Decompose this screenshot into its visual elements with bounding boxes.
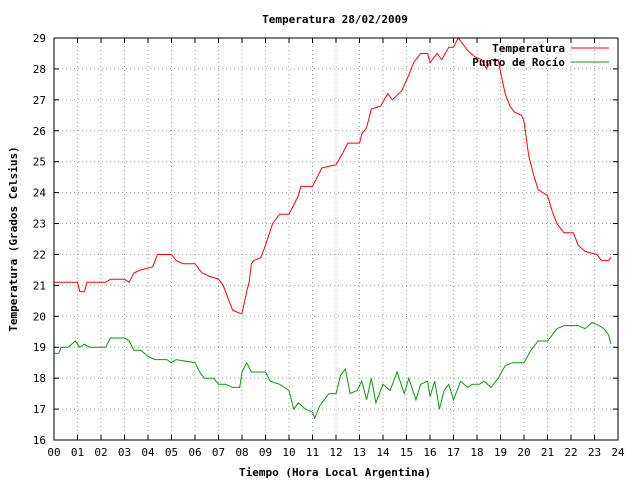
axis-ticks: 00 01 02 03 04 05 06 07 08 09 10 11 12 13 14 15 16 17 18 19… (33, 32, 625, 459)
x-tick-label: 18 (470, 446, 483, 459)
x-axis-label: Tiempo (Hora Local Argentina) (239, 466, 431, 479)
y-tick-label: 17 (33, 403, 46, 416)
x-tick-label: 00 (47, 446, 60, 459)
x-tick-label: 06 (188, 446, 201, 459)
x-tick-label: 03 (118, 446, 131, 459)
y-tick-label: 20 (33, 310, 46, 323)
x-tick-label: 10 (282, 446, 295, 459)
x-tick-label: 17 (447, 446, 460, 459)
chart-title: Temperatura 28/02/2009 (262, 13, 408, 26)
series-line-punto-de-rocio (54, 321, 612, 420)
legend: Temperatura Punto de Rocío (472, 42, 609, 69)
x-tick-label: 07 (212, 446, 225, 459)
x-tick-label: 12 (329, 446, 342, 459)
y-tick-label: 19 (33, 341, 46, 354)
x-tick-label: 22 (564, 446, 577, 459)
y-tick-label: 25 (33, 156, 46, 169)
x-tick-label: 09 (259, 446, 272, 459)
x-tick-label: 13 (353, 446, 366, 459)
grid (54, 38, 618, 440)
x-tick-label: 05 (165, 446, 178, 459)
y-tick-label: 23 (33, 218, 46, 231)
legend-label-temperatura: Temperatura (492, 42, 565, 55)
y-tick-label: 22 (33, 248, 46, 261)
y-tick-label: 29 (33, 32, 46, 45)
x-tick-label: 20 (517, 446, 530, 459)
x-tick-label: 15 (400, 446, 413, 459)
x-tick-label: 24 (611, 446, 625, 459)
plot-frame (53, 37, 619, 441)
y-tick-label: 21 (33, 279, 46, 292)
x-tick-label: 14 (376, 446, 390, 459)
x-tick-label: 11 (306, 446, 319, 459)
x-tick-label: 01 (71, 446, 84, 459)
y-tick-label: 28 (33, 63, 46, 76)
y-tick-label: 16 (33, 434, 46, 447)
y-tick-label: 26 (33, 125, 46, 138)
x-tick-label: 16 (423, 446, 436, 459)
x-tick-label: 23 (588, 446, 601, 459)
x-tick-label: 08 (235, 446, 248, 459)
y-axis-label: Temperatura (Grados Celsius) (7, 146, 20, 331)
series-line-temperatura (54, 37, 612, 314)
x-tick-label: 19 (494, 446, 507, 459)
x-tick-label: 02 (94, 446, 107, 459)
y-tick-label: 18 (33, 372, 46, 385)
legend-label-punto-de-rocio: Punto de Rocío (472, 56, 565, 69)
y-tick-label: 24 (33, 187, 47, 200)
series-layer (54, 37, 612, 420)
x-tick-label: 21 (541, 446, 554, 459)
x-tick-label: 04 (141, 446, 155, 459)
y-tick-label: 27 (33, 94, 46, 107)
